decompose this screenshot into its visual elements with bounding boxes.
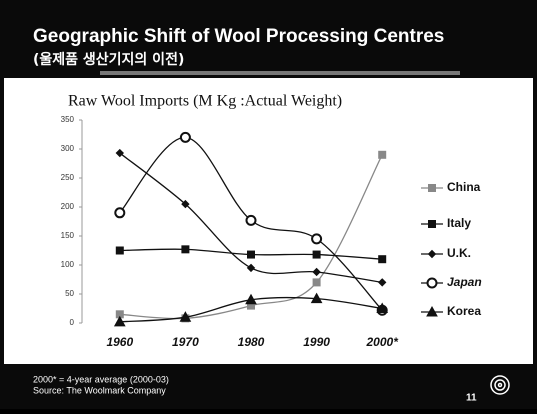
x-tick-label: 1980	[238, 335, 265, 349]
legend-marker	[428, 220, 436, 228]
data-point	[312, 267, 321, 277]
legend-label: U.K.	[447, 246, 471, 260]
logo	[490, 375, 510, 395]
y-tick-label: 0	[70, 318, 75, 327]
slide-subtitle: (울제품 생산기지의 이전)	[33, 51, 184, 68]
x-tick-label: 1990	[303, 335, 330, 349]
x-tick-label: 1960	[106, 335, 133, 349]
chart-title: Raw Wool Imports (M Kg :Actual Weight)	[68, 93, 342, 110]
data-point	[377, 278, 387, 287]
data-point	[378, 255, 387, 264]
data-point	[181, 199, 190, 209]
data-point	[312, 278, 321, 287]
source: Source: The Woolmark Company	[33, 385, 166, 395]
legend-marker	[426, 305, 438, 317]
legend-label: China	[447, 180, 481, 194]
data-point	[245, 214, 257, 226]
x-tick-label: 1970	[172, 335, 199, 349]
y-tick-label: 300	[61, 144, 75, 153]
y-tick-label: 50	[65, 289, 74, 298]
legend-marker	[426, 277, 438, 289]
legend-marker	[428, 184, 436, 192]
y-tick-label: 100	[61, 260, 75, 269]
data-point	[115, 148, 125, 158]
data-point	[179, 131, 191, 143]
data-point	[113, 315, 126, 327]
legend-label: Japan	[447, 275, 482, 289]
data-point	[115, 246, 124, 255]
data-point	[376, 302, 389, 313]
data-point	[245, 293, 257, 305]
divider	[100, 71, 460, 75]
data-point	[311, 233, 323, 245]
legend-marker	[427, 249, 437, 259]
data-point	[179, 311, 192, 322]
data-point	[310, 292, 323, 304]
y-tick-label: 200	[61, 202, 75, 211]
data-point	[181, 245, 190, 254]
data-point	[312, 250, 321, 259]
data-point	[247, 250, 255, 259]
legend-label: Korea	[447, 304, 481, 318]
legend-label: Italy	[447, 216, 471, 230]
y-tick-label: 250	[61, 173, 75, 182]
chart-panel	[4, 78, 533, 364]
slide-title: Geographic Shift of Wool Processing Cent…	[33, 26, 444, 47]
x-tick-label: 2000*	[366, 335, 400, 349]
data-point	[246, 263, 256, 273]
footnote: 2000* = 4-year average (2000-03)	[33, 374, 169, 384]
page-number: 11	[466, 393, 477, 404]
y-tick-label: 150	[61, 231, 75, 240]
y-tick-label: 350	[61, 115, 75, 124]
data-point	[378, 150, 387, 159]
data-point	[114, 207, 126, 219]
